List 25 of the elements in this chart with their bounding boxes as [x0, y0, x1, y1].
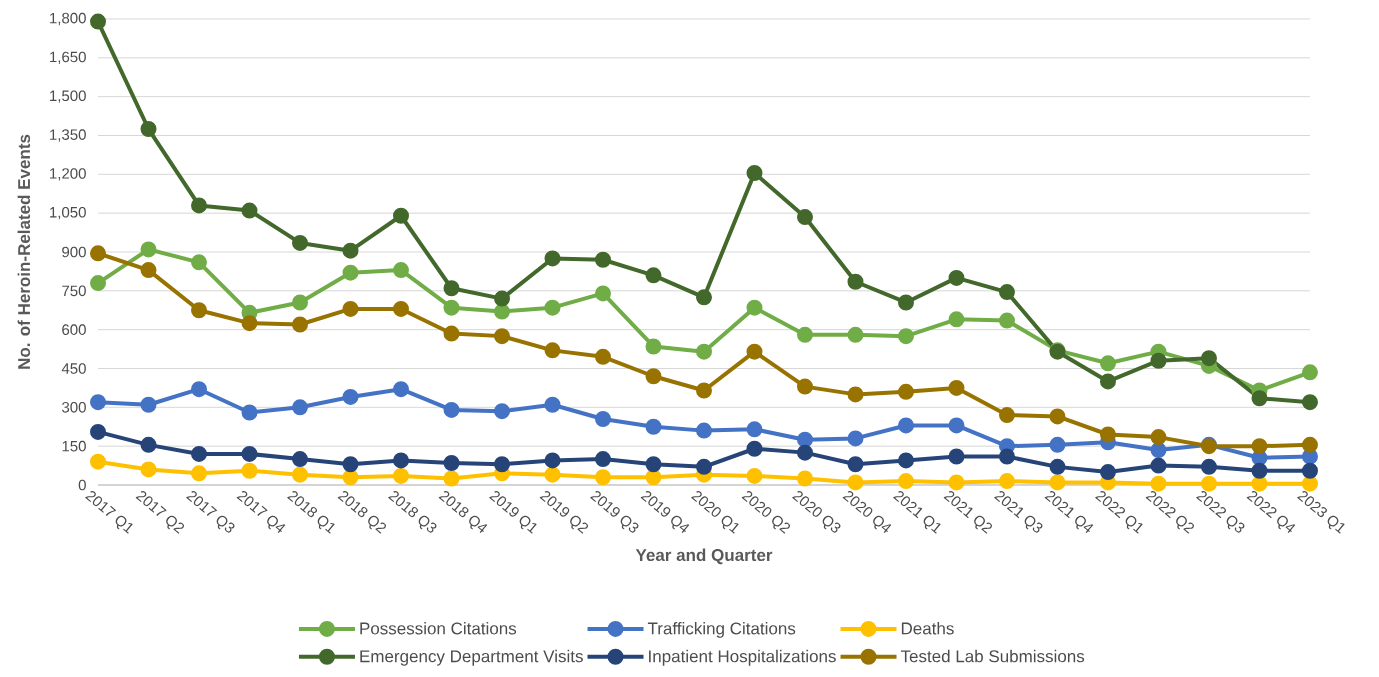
- x-tick-label: 2017 Q3: [186, 490, 235, 533]
- y-tick-label: 900: [62, 246, 86, 258]
- x-tick-label: 2017 Q4: [236, 490, 286, 533]
- legend-label: Inpatient Hospitalizations: [649, 649, 836, 666]
- legend-label: Deaths: [901, 622, 954, 635]
- y-tick-label: 1,800: [50, 12, 86, 26]
- y-axis-title: No. of Heroin-Related Events: [17, 134, 31, 369]
- legend-label: Trafficking Citations: [647, 622, 796, 638]
- legend-label: Tested Lab Submissions: [900, 649, 1085, 663]
- y-tick-label: 450: [61, 363, 86, 374]
- y-tick-label: 1,350: [50, 129, 86, 142]
- y-tick-label: 1,500: [50, 90, 86, 103]
- legend-label: Emergency Department Visits: [360, 649, 583, 666]
- y-tick-label: 1,200: [50, 168, 86, 181]
- y-tick-label: 0: [78, 479, 86, 491]
- y-tick-label: 1,650: [50, 51, 86, 65]
- y-tick-label: 750: [62, 285, 86, 297]
- y-tick-label: 300: [62, 402, 86, 413]
- legend-label: Possession Citations: [360, 622, 517, 635]
- x-axis-title: Year and Quarter: [635, 548, 773, 565]
- y-tick-label: 1,050: [50, 206, 86, 220]
- x-tick-label: 2017 Q2: [135, 490, 185, 534]
- y-tick-label: 150: [62, 440, 86, 452]
- x-tick-label: 2017 Q1: [85, 490, 133, 534]
- y-tick-label: 600: [62, 324, 86, 335]
